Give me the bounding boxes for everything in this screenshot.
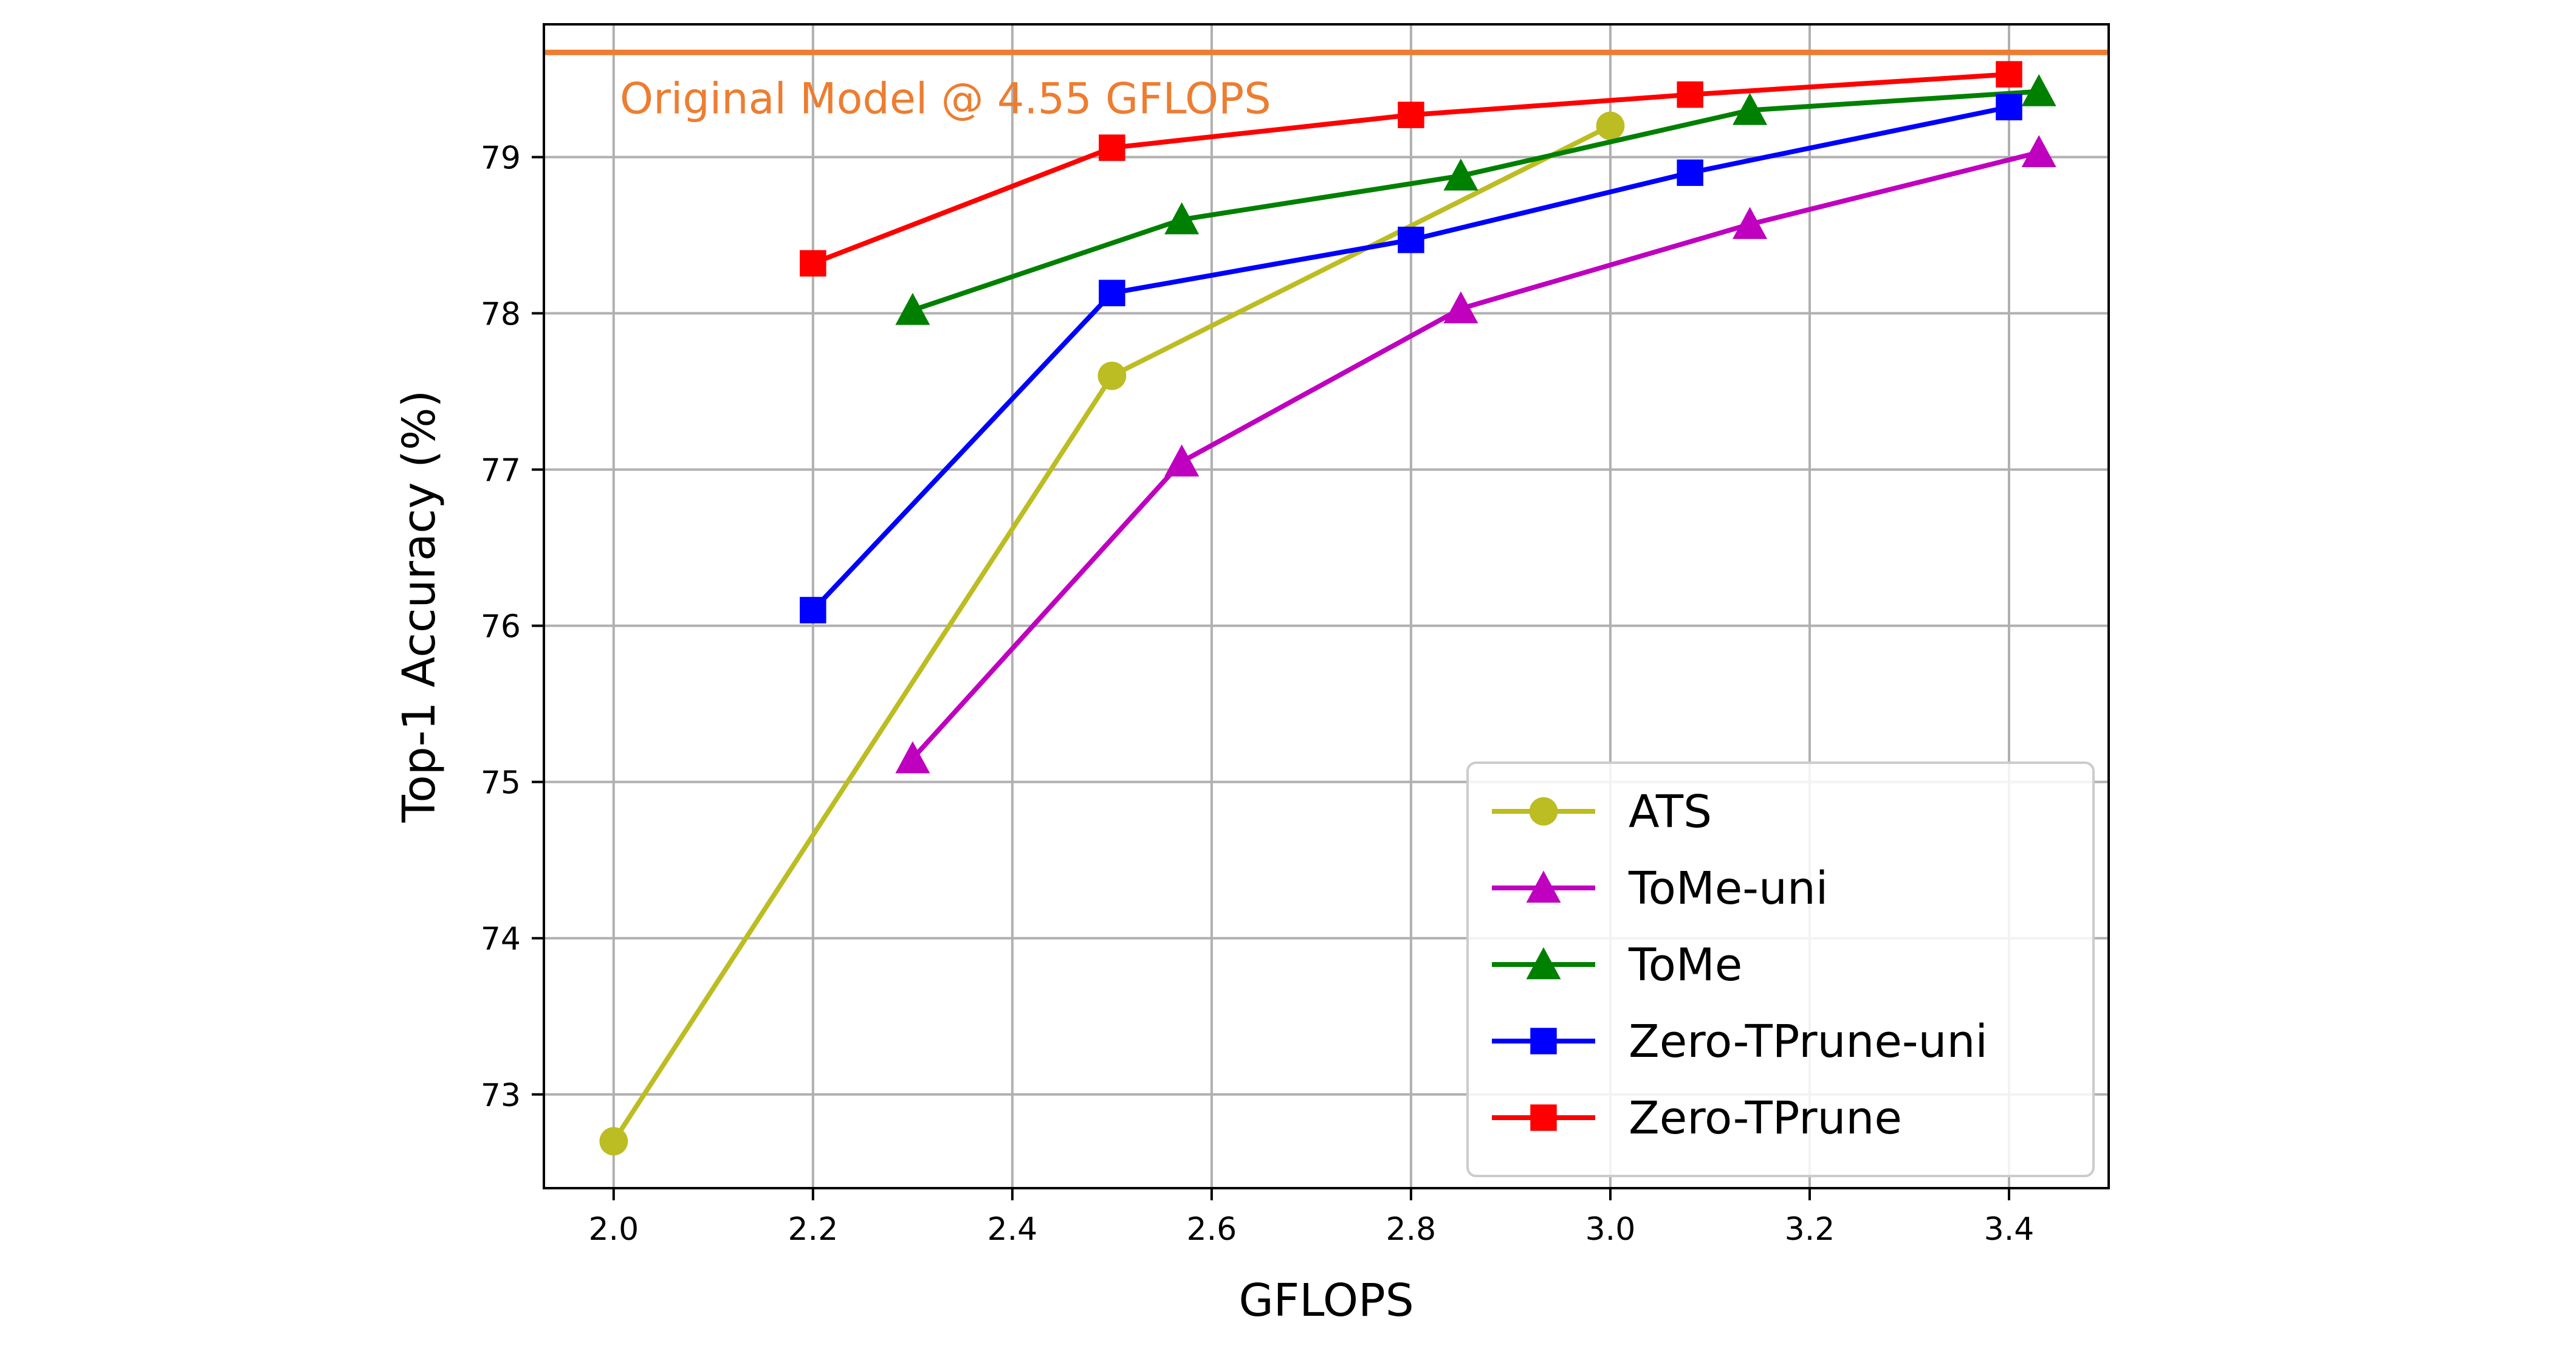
reference-line-label: Original Model @ 4.55 GFLOPS [620, 74, 1271, 123]
legend-entry: ToMe-uni [1492, 862, 1828, 915]
data-point [1596, 111, 1625, 140]
y-tick-label: 74 [481, 921, 521, 958]
data-point [2021, 74, 2056, 106]
series-group [599, 61, 2056, 1156]
legend-marker [1526, 947, 1561, 980]
data-point [800, 250, 826, 277]
series-tome [895, 74, 2056, 325]
x-axis-label: GFLOPS [1238, 1274, 1413, 1327]
x-tick-label: 2.2 [788, 1211, 838, 1248]
x-tick-label: 2.4 [987, 1211, 1038, 1248]
y-axis-label: Top-1 Accuracy (%) [393, 390, 445, 824]
x-axis-ticks: 2.0 2.2 2.4 2.6 2.8 3.0 3.2 3.4 [588, 1188, 2034, 1248]
y-tick-label: 79 [481, 140, 521, 176]
data-point [1097, 361, 1127, 390]
legend-marker [1526, 870, 1561, 903]
y-tick-label: 78 [481, 297, 521, 333]
series-line [910, 150, 2040, 760]
legend-entry: Zero-TPrune [1492, 1092, 1902, 1144]
data-point [1398, 101, 1424, 128]
legend-entry: ATS [1492, 786, 1712, 838]
legend-entry: ToMe [1492, 939, 1742, 991]
data-point [1733, 207, 1768, 239]
data-point [2021, 135, 2056, 168]
legend-entry: Zero-TPrune-uni [1492, 1016, 1988, 1068]
series-line [912, 89, 2039, 313]
y-tick-label: 75 [481, 765, 521, 802]
series-line [611, 123, 1612, 1143]
data-point [1996, 61, 2022, 88]
legend-label: ToMe-uni [1628, 862, 1828, 915]
data-point [1443, 158, 1479, 191]
legend-label: Zero-TPrune [1629, 1092, 1902, 1144]
x-tick-label: 2.0 [588, 1211, 639, 1248]
y-tick-label: 77 [481, 453, 521, 489]
x-tick-label: 3.2 [1785, 1211, 1835, 1248]
x-tick-label: 3.0 [1585, 1211, 1636, 1248]
y-tick-label: 76 [481, 609, 521, 645]
reference-line-group: Original Model @ 4.55 GFLOPS [544, 49, 2109, 123]
legend-label: ATS [1629, 786, 1712, 838]
series-zero-tprune-uni [800, 94, 2022, 624]
y-axis-ticks: 73 74 75 76 77 78 79 [481, 140, 544, 1114]
data-point [1996, 94, 2022, 120]
legend-marker [1530, 1104, 1557, 1131]
legend-label: Zero-TPrune-uni [1629, 1016, 1988, 1068]
x-tick-label: 3.4 [1984, 1211, 2035, 1248]
data-point [1164, 202, 1200, 235]
data-point [1443, 291, 1479, 324]
x-tick-label: 2.8 [1386, 1211, 1437, 1248]
data-point [895, 741, 930, 774]
data-point [1099, 134, 1125, 161]
data-point [800, 597, 826, 624]
data-point [1677, 159, 1703, 186]
data-point [1677, 81, 1703, 108]
data-point [1164, 444, 1200, 476]
data-point [895, 292, 930, 325]
legend-box [1466, 762, 2095, 1177]
data-point [1099, 280, 1125, 306]
y-tick-label: 73 [481, 1078, 521, 1114]
plot-area-frame [543, 23, 2110, 1189]
grid [544, 24, 2109, 1188]
data-point [1733, 92, 1768, 125]
legend-label: ToMe [1628, 939, 1742, 991]
series-ats [599, 111, 1625, 1156]
legend: ATS ToMe-uni ToMe Zero-TPrune-uni Zero-TPrun… [1466, 762, 2095, 1177]
data-point [599, 1127, 628, 1156]
x-tick-label: 2.6 [1187, 1211, 1237, 1248]
series-tome-uni [895, 135, 2056, 774]
legend-marker [1529, 797, 1558, 826]
legend-marker [1530, 1028, 1557, 1054]
data-point [1398, 226, 1424, 253]
series-zero-tprune [800, 61, 2022, 277]
